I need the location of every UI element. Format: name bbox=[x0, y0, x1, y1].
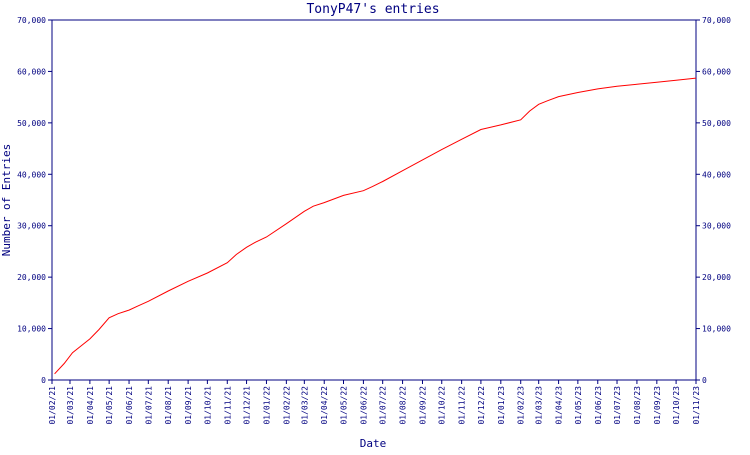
x-tick-label: 01/02/21 bbox=[48, 386, 57, 425]
y-tick-label-left: 70,000 bbox=[17, 16, 46, 25]
x-tick-label: 01/09/22 bbox=[418, 386, 427, 425]
y-tick-label-right: 10,000 bbox=[702, 325, 731, 334]
x-tick-label: 01/10/22 bbox=[438, 386, 447, 425]
y-tick-label-right: 70,000 bbox=[702, 16, 731, 25]
y-tick-label-left: 40,000 bbox=[17, 170, 46, 179]
y-tick-label-right: 40,000 bbox=[702, 170, 731, 179]
x-tick-label: 01/03/23 bbox=[535, 386, 544, 425]
x-tick-label: 01/01/23 bbox=[497, 386, 506, 425]
x-tick-label: 01/03/22 bbox=[300, 386, 309, 425]
y-tick-label-right: 50,000 bbox=[702, 119, 731, 128]
x-tick-label: 01/07/23 bbox=[613, 386, 622, 425]
x-tick-label: 01/12/21 bbox=[243, 386, 252, 425]
x-tick-label: 01/11/21 bbox=[223, 386, 232, 425]
y-tick-label-left: 0 bbox=[41, 376, 46, 385]
x-tick-label: 01/08/21 bbox=[164, 386, 173, 425]
chart-title: TonyP47's entries bbox=[306, 2, 439, 17]
x-tick-label: 01/04/23 bbox=[555, 386, 564, 425]
x-tick-label: 01/05/23 bbox=[574, 386, 583, 425]
y-tick-label-right: 30,000 bbox=[702, 222, 731, 231]
y-tick-label-left: 50,000 bbox=[17, 119, 46, 128]
x-tick-label: 01/06/23 bbox=[594, 386, 603, 425]
x-axis-label: Date bbox=[360, 437, 387, 450]
x-tick-label: 01/07/21 bbox=[144, 386, 153, 425]
x-tick-label: 01/11/22 bbox=[458, 386, 467, 425]
x-tick-label: 01/10/21 bbox=[203, 386, 212, 425]
x-tick-label: 01/07/22 bbox=[379, 386, 388, 425]
y-tick-label-left: 10,000 bbox=[17, 325, 46, 334]
x-tick-label: 01/05/21 bbox=[105, 386, 114, 425]
series-line-0 bbox=[54, 77, 697, 375]
y-tick-label-right: 60,000 bbox=[702, 67, 731, 76]
y-tick-label-left: 20,000 bbox=[17, 273, 46, 282]
x-tick-label: 01/02/23 bbox=[517, 386, 526, 425]
x-tick-label: 01/01/22 bbox=[262, 386, 271, 425]
x-tick-label: 01/08/22 bbox=[399, 386, 408, 425]
x-tick-label: 01/02/22 bbox=[282, 386, 291, 425]
plot-area: 0 0 10,000 10,000 20,000 20,000 30,000 30,000 40… bbox=[17, 16, 731, 425]
x-tick-label: 01/06/22 bbox=[359, 386, 368, 425]
x-tick-label: 01/03/21 bbox=[66, 386, 75, 425]
y-tick-label-right: 0 bbox=[702, 376, 707, 385]
x-tick-label: 01/09/21 bbox=[184, 386, 193, 425]
y-axis-label: Number of Entries bbox=[0, 144, 13, 257]
x-tick-label: 01/12/22 bbox=[477, 386, 486, 425]
y-tick-label-right: 20,000 bbox=[702, 273, 731, 282]
x-tick-label: 01/05/22 bbox=[340, 386, 349, 425]
x-tick-label: 01/10/23 bbox=[672, 386, 681, 425]
x-tick-label: 01/06/21 bbox=[125, 386, 134, 425]
x-tick-label: 01/09/23 bbox=[653, 386, 662, 425]
x-tick-label: 01/04/21 bbox=[86, 386, 95, 425]
y-tick-label-left: 60,000 bbox=[17, 67, 46, 76]
x-tick-label: 01/08/23 bbox=[633, 386, 642, 425]
x-tick-label: 01/11/23 bbox=[692, 386, 701, 425]
x-tick-label: 01/04/22 bbox=[320, 386, 329, 425]
y-tick-label-left: 30,000 bbox=[17, 222, 46, 231]
